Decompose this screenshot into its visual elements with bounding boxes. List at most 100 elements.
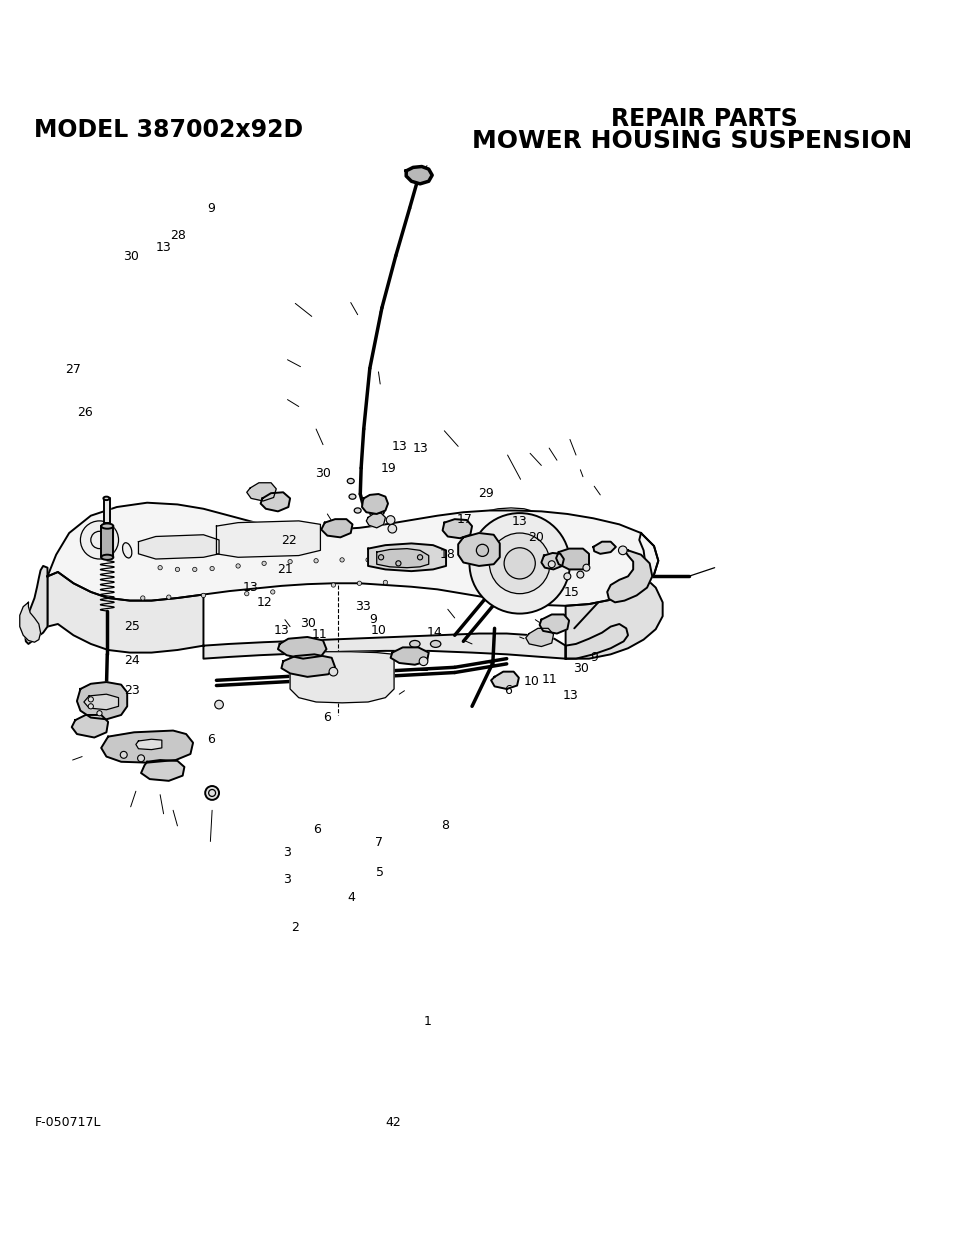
Text: 26: 26 [77,405,93,419]
Text: 21: 21 [277,563,293,576]
Polygon shape [104,499,110,522]
Polygon shape [84,694,118,710]
Circle shape [80,521,118,559]
Text: 10: 10 [371,624,386,637]
Text: 30: 30 [299,618,315,630]
Circle shape [314,558,318,563]
Polygon shape [71,715,108,737]
Text: 6: 6 [207,734,214,746]
Text: 28: 28 [170,228,186,242]
Circle shape [356,582,361,585]
Polygon shape [101,526,113,557]
Text: 2: 2 [291,921,298,935]
Text: 42: 42 [385,1115,400,1129]
Ellipse shape [122,542,132,558]
Text: 25: 25 [124,620,140,632]
Text: 17: 17 [456,513,472,526]
Circle shape [193,567,196,572]
Polygon shape [48,503,658,606]
Circle shape [618,546,626,555]
Circle shape [167,595,171,599]
Ellipse shape [101,524,113,529]
Circle shape [339,558,344,562]
Polygon shape [539,615,569,634]
Text: 13: 13 [512,515,527,527]
Text: 1: 1 [423,1015,431,1029]
Circle shape [214,700,223,709]
Polygon shape [361,494,388,514]
Circle shape [205,785,219,800]
Polygon shape [565,534,662,658]
Circle shape [288,559,292,564]
Polygon shape [135,740,162,750]
Circle shape [383,580,387,584]
Text: 6: 6 [323,710,331,724]
Text: 29: 29 [477,487,494,500]
Text: 23: 23 [124,684,140,697]
Text: 6: 6 [504,684,512,697]
Circle shape [418,657,427,666]
Polygon shape [25,566,48,643]
Polygon shape [290,652,394,703]
Circle shape [120,751,127,758]
Text: 5: 5 [375,866,384,878]
Text: MOWER HOUSING SUSPENSION: MOWER HOUSING SUSPENSION [472,130,911,153]
Polygon shape [48,572,203,652]
Text: 3: 3 [283,873,291,887]
Circle shape [140,595,145,600]
Circle shape [210,567,214,571]
Polygon shape [540,553,563,569]
Text: 30: 30 [123,251,138,263]
Text: 8: 8 [440,819,448,831]
Circle shape [201,593,206,598]
Circle shape [331,583,335,587]
Ellipse shape [101,555,113,559]
Circle shape [369,501,384,517]
Text: 13: 13 [274,624,290,637]
Circle shape [97,710,102,716]
Polygon shape [565,624,627,658]
Circle shape [329,667,337,676]
Polygon shape [593,542,616,553]
Circle shape [244,592,249,595]
Polygon shape [390,647,428,664]
Circle shape [366,558,370,562]
Text: 11: 11 [541,673,557,687]
Polygon shape [77,682,127,719]
Polygon shape [606,551,652,603]
Text: 30: 30 [573,662,588,676]
Text: 13: 13 [562,689,578,703]
Polygon shape [442,519,472,538]
Circle shape [395,561,400,566]
Text: 24: 24 [124,653,140,667]
Polygon shape [376,548,428,568]
Text: 19: 19 [380,462,396,475]
Text: 13: 13 [242,580,258,594]
Circle shape [271,590,274,594]
Text: 30: 30 [314,467,331,479]
Polygon shape [277,637,326,658]
Text: 13: 13 [391,440,407,453]
Text: F-050717L: F-050717L [34,1115,101,1129]
Polygon shape [260,493,290,511]
Text: 12: 12 [256,597,273,609]
Text: 6: 6 [313,823,320,836]
Circle shape [88,704,93,709]
Polygon shape [406,167,432,184]
Circle shape [386,516,395,525]
Text: 14: 14 [427,626,442,638]
Polygon shape [138,535,219,559]
Polygon shape [525,629,553,647]
Text: MODEL 387002x92D: MODEL 387002x92D [34,119,303,142]
Text: 18: 18 [439,548,456,561]
Polygon shape [203,634,565,658]
Circle shape [137,755,144,762]
Circle shape [503,548,535,579]
Circle shape [548,561,555,568]
Polygon shape [247,483,276,501]
Text: REPAIR PARTS: REPAIR PARTS [610,107,797,131]
Circle shape [392,558,395,563]
Circle shape [582,564,589,571]
Polygon shape [141,760,184,781]
Polygon shape [321,519,352,537]
